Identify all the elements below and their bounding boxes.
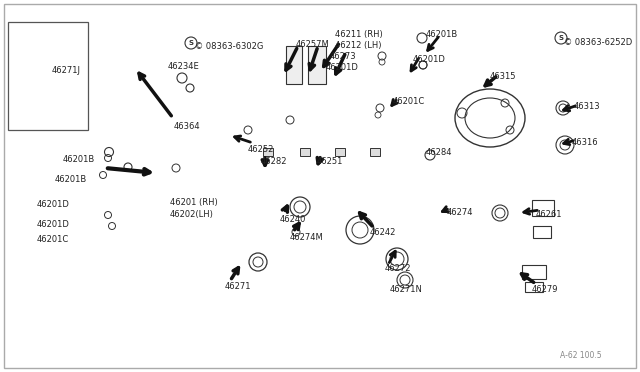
Text: 46201B: 46201B: [63, 155, 95, 164]
Text: 46364: 46364: [174, 122, 200, 131]
Text: © 08363-6252D: © 08363-6252D: [564, 38, 632, 47]
Text: 46252: 46252: [248, 145, 275, 154]
Text: 46202(LH): 46202(LH): [170, 210, 214, 219]
Text: S: S: [189, 40, 193, 46]
Text: 46201D: 46201D: [413, 55, 446, 64]
Bar: [525, 282, 543, 292]
Text: 46279: 46279: [532, 285, 559, 294]
Bar: [263, 148, 273, 156]
Text: 46316: 46316: [572, 138, 598, 147]
Text: 46201D: 46201D: [37, 220, 70, 229]
Bar: [533, 226, 551, 238]
Bar: [532, 200, 554, 216]
Bar: [522, 265, 546, 279]
Text: 46274: 46274: [447, 208, 474, 217]
Text: 46201C: 46201C: [37, 235, 69, 244]
Bar: [8, 22, 88, 130]
Text: 46274M: 46274M: [290, 233, 324, 242]
Bar: [300, 148, 310, 156]
Text: 46211 (RH): 46211 (RH): [335, 30, 383, 39]
Text: 46271: 46271: [225, 282, 252, 291]
Text: 46273: 46273: [330, 52, 356, 61]
Text: 46315: 46315: [490, 72, 516, 81]
Bar: [308, 46, 326, 84]
Text: 46234E: 46234E: [168, 62, 200, 71]
Text: 46201C: 46201C: [393, 97, 425, 106]
Text: 46271N: 46271N: [390, 285, 423, 294]
Text: 46261: 46261: [536, 210, 563, 219]
Text: 46257M: 46257M: [296, 40, 330, 49]
Bar: [286, 46, 302, 84]
Text: S: S: [559, 35, 563, 41]
Text: 46212 (LH): 46212 (LH): [335, 41, 381, 50]
Text: 46282: 46282: [261, 157, 287, 166]
Text: 46313: 46313: [574, 102, 600, 111]
Text: 46284: 46284: [426, 148, 452, 157]
Text: 46271J: 46271J: [52, 66, 81, 75]
Text: 46272: 46272: [385, 264, 412, 273]
Text: 46201D: 46201D: [37, 200, 70, 209]
Text: 46201D: 46201D: [326, 63, 359, 72]
Text: 46242: 46242: [370, 228, 396, 237]
Text: 46251: 46251: [317, 157, 344, 166]
Bar: [370, 148, 380, 156]
Text: 46201 (RH): 46201 (RH): [170, 198, 218, 207]
Text: 46240: 46240: [280, 215, 307, 224]
Text: A-62 100.5: A-62 100.5: [560, 351, 602, 360]
Text: © 08363-6302G: © 08363-6302G: [195, 42, 264, 51]
Text: 46201B: 46201B: [55, 175, 87, 184]
Text: 46201B: 46201B: [426, 30, 458, 39]
Bar: [335, 148, 345, 156]
